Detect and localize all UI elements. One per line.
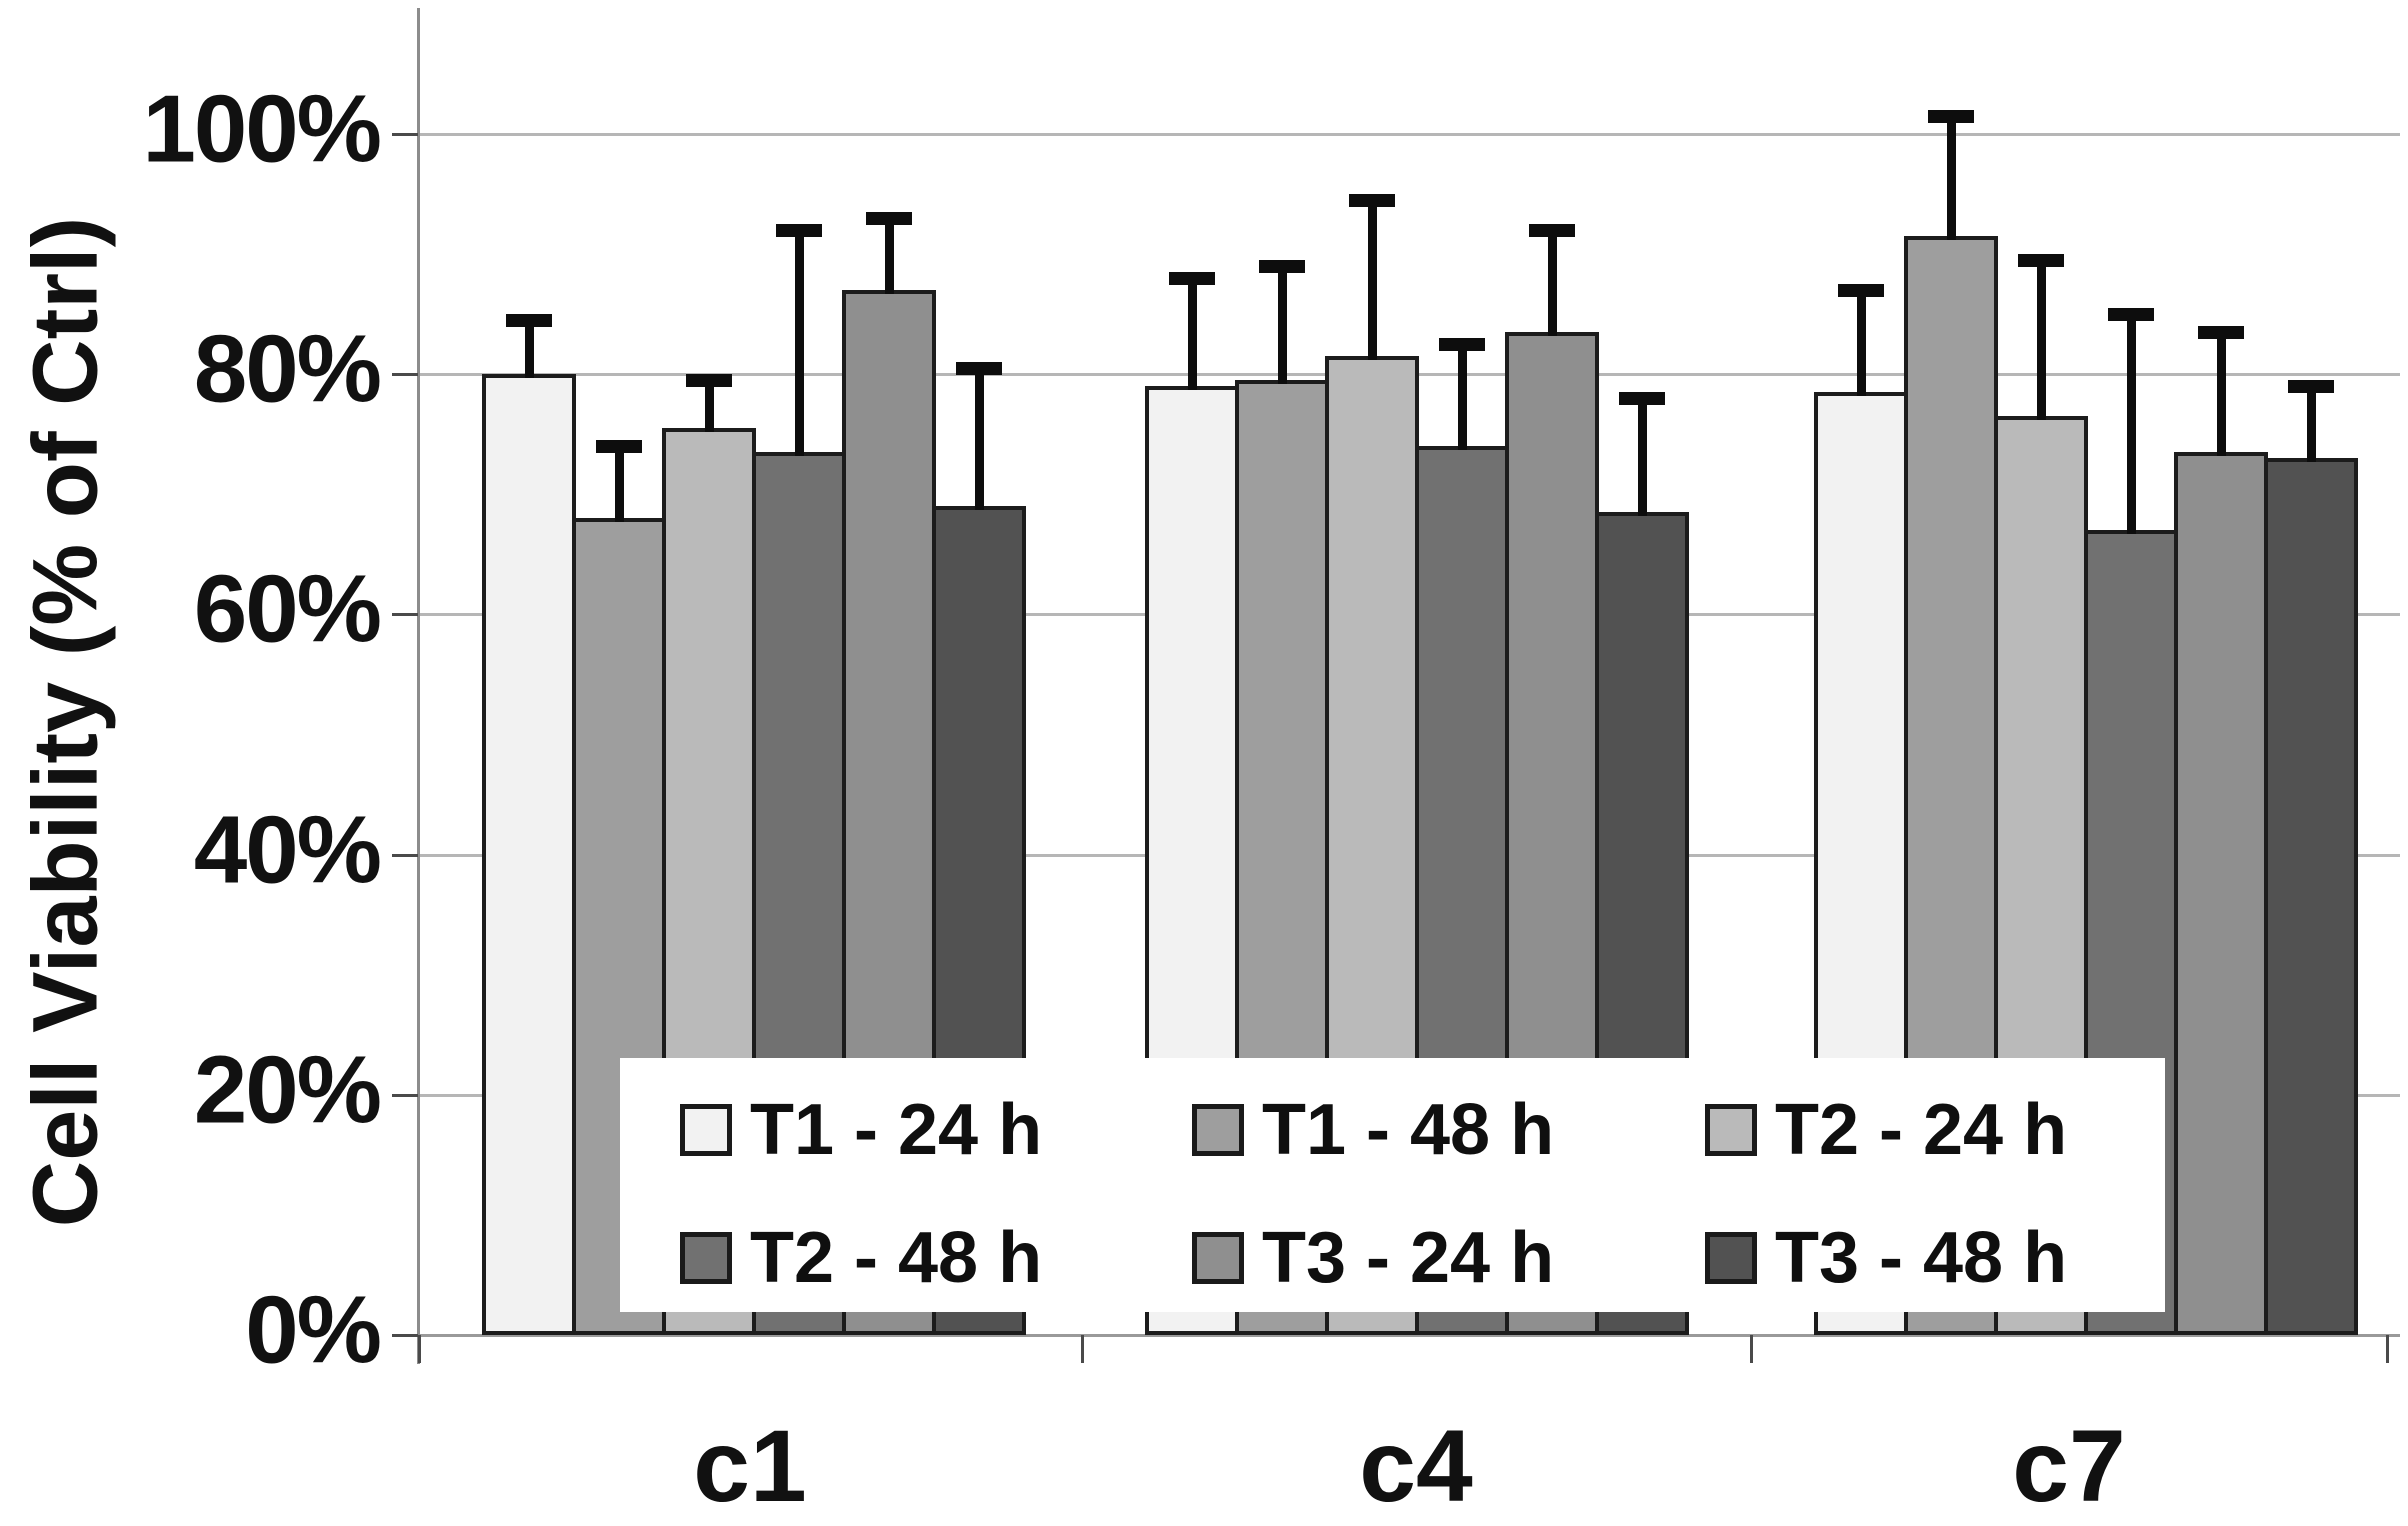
error-bar-cap-c4-s3 <box>1349 194 1395 208</box>
error-bar-cap-c7-s2 <box>1928 109 1974 123</box>
error-bar-cap-c4-s5 <box>1529 224 1575 238</box>
legend-label-5: T3 - 24 h <box>1262 1218 1555 1298</box>
error-bar-stem-c7-s2 <box>1946 115 1956 241</box>
legend-item-6: T3 - 48 h <box>1705 1218 2068 1298</box>
legend-item-1: T1 - 24 h <box>680 1090 1043 1170</box>
y-axis-line <box>417 8 420 1364</box>
y-tick-100 <box>392 133 418 136</box>
legend-item-5: T3 - 24 h <box>1192 1218 1555 1298</box>
error-bar-stem-c4-s3 <box>1367 200 1377 361</box>
error-bar-stem-c1-s3 <box>704 380 714 433</box>
legend-item-4: T2 - 48 h <box>680 1218 1043 1298</box>
error-bar-cap-c7-s3 <box>2018 254 2064 268</box>
error-bar-stem-c1-s2 <box>614 446 624 523</box>
gridline-100 <box>418 133 2400 136</box>
legend-swatch-5 <box>1192 1232 1244 1284</box>
error-bar-cap-c7-s1 <box>1838 284 1884 298</box>
legend-label-6: T3 - 48 h <box>1775 1218 2068 1298</box>
y-tick-20 <box>392 1093 418 1097</box>
error-bar-cap-c4-s6 <box>1619 392 1665 406</box>
y-tick-0 <box>392 1334 418 1337</box>
legend-swatch-2 <box>1192 1104 1244 1156</box>
error-bar-stem-c1-s6 <box>974 368 984 511</box>
error-bar-stem-c7-s1 <box>1856 290 1866 397</box>
error-bar-stem-c4-s4 <box>1457 344 1467 451</box>
error-bar-stem-c7-s5 <box>2216 332 2226 457</box>
error-bar-stem-c4-s1 <box>1187 278 1197 391</box>
legend-label-3: T2 - 24 h <box>1775 1090 2068 1170</box>
x-tick-2 <box>1750 1335 1753 1363</box>
error-bar-stem-c4-s5 <box>1547 230 1557 337</box>
legend-label-1: T1 - 24 h <box>750 1090 1043 1170</box>
error-bar-stem-c7-s4 <box>2126 314 2136 535</box>
x-tick-3 <box>2386 1335 2389 1363</box>
error-bar-cap-c7-s5 <box>2198 326 2244 340</box>
legend-item-2: T1 - 48 h <box>1192 1090 1555 1170</box>
x-category-label-c7: c7 <box>2012 1409 2126 1523</box>
y-tick-label-20: 20% <box>193 1036 382 1144</box>
x-axis-line <box>393 1334 2400 1337</box>
legend-label-4: T2 - 48 h <box>750 1218 1043 1298</box>
error-bar-cap-c1-s1 <box>506 314 552 328</box>
error-bar-cap-c1-s6 <box>956 362 1002 376</box>
error-bar-stem-c1-s5 <box>884 218 894 295</box>
y-tick-label-100: 100% <box>142 75 382 183</box>
error-bar-cap-c4-s2 <box>1259 260 1305 274</box>
error-bar-cap-c1-s3 <box>686 374 732 388</box>
y-tick-label-40: 40% <box>193 796 382 904</box>
y-tick-label-0: 0% <box>245 1276 382 1384</box>
error-bar-cap-c4-s1 <box>1169 272 1215 286</box>
error-bar-cap-c1-s5 <box>866 212 912 226</box>
error-bar-stem-c1-s4 <box>794 230 804 457</box>
error-bar-stem-c7-s3 <box>2036 260 2046 421</box>
x-category-label-c1: c1 <box>693 1409 807 1523</box>
error-bar-cap-c1-s2 <box>596 440 642 454</box>
legend-swatch-3 <box>1705 1104 1757 1156</box>
x-category-label-c4: c4 <box>1359 1409 1473 1523</box>
y-tick-label-80: 80% <box>193 315 382 423</box>
bar-c7-s5 <box>2174 452 2268 1335</box>
legend-label-2: T1 - 48 h <box>1262 1090 1555 1170</box>
error-bar-cap-c7-s6 <box>2288 380 2334 394</box>
error-bar-stem-c4-s2 <box>1277 266 1287 385</box>
y-tick-80 <box>392 373 418 377</box>
error-bar-stem-c7-s6 <box>2306 386 2316 463</box>
bar-c7-s6 <box>2264 458 2358 1335</box>
error-bar-stem-c4-s6 <box>1637 398 1647 517</box>
error-bar-cap-c7-s4 <box>2108 308 2154 322</box>
y-tick-60 <box>392 613 418 617</box>
bar-c1-s1 <box>482 374 576 1335</box>
legend-swatch-1 <box>680 1104 732 1156</box>
error-bar-cap-c4-s4 <box>1439 338 1485 352</box>
error-bar-cap-c1-s4 <box>776 224 822 238</box>
legend: T1 - 24 h T1 - 48 h T2 - 24 h T2 - 48 h T3 -… <box>620 1058 2165 1312</box>
x-tick-1 <box>1081 1335 1084 1363</box>
legend-swatch-4 <box>680 1232 732 1284</box>
y-tick-label-60: 60% <box>193 555 382 663</box>
legend-item-3: T2 - 24 h <box>1705 1090 2068 1170</box>
error-bar-stem-c1-s1 <box>524 320 534 379</box>
x-tick-0 <box>418 1335 421 1363</box>
y-tick-40 <box>392 853 418 857</box>
legend-swatch-6 <box>1705 1232 1757 1284</box>
